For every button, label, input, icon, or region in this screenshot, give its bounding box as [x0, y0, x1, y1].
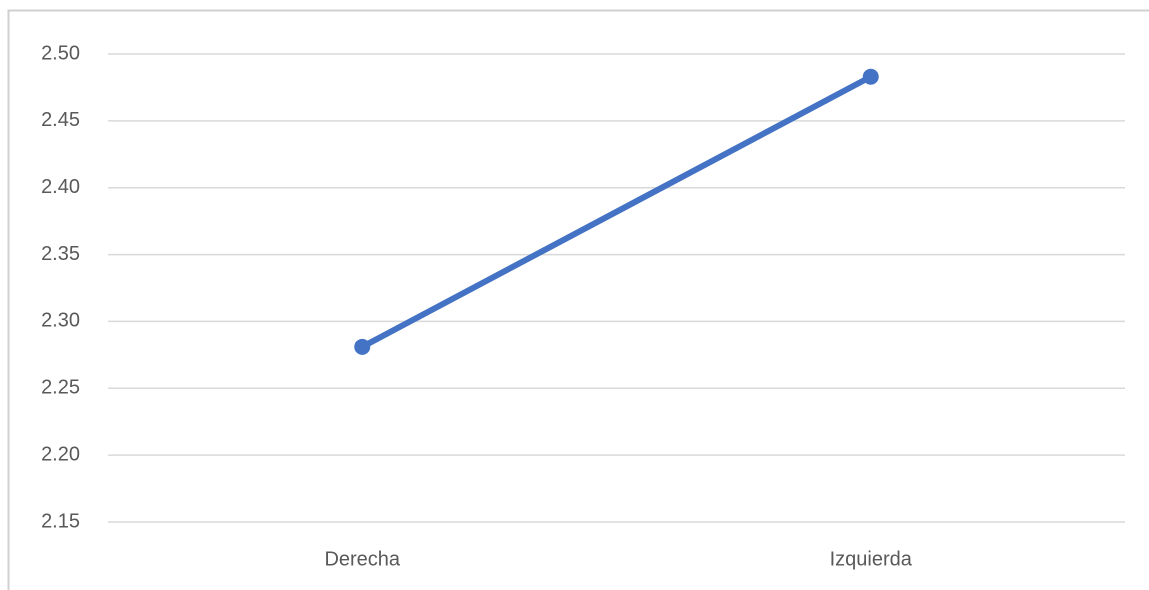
- y-tick-label: 2.45: [41, 109, 80, 131]
- y-tick-label: 2.50: [41, 42, 80, 64]
- y-tick-label: 2.20: [41, 443, 80, 465]
- line: [359, 73, 874, 350]
- x-tick-label: Izquierda: [830, 548, 913, 570]
- chart-border: [7, 9, 1149, 590]
- y-tick-label: 2.40: [41, 176, 80, 198]
- marker: [862, 68, 879, 85]
- y-tick-label: 2.25: [41, 377, 80, 399]
- x-tick-label: Derecha: [324, 548, 400, 570]
- y-tick-label: 2.35: [41, 243, 80, 265]
- y-tick-label: 2.30: [41, 310, 80, 332]
- y-tick-label: 2.15: [41, 510, 80, 532]
- marker: [354, 338, 371, 355]
